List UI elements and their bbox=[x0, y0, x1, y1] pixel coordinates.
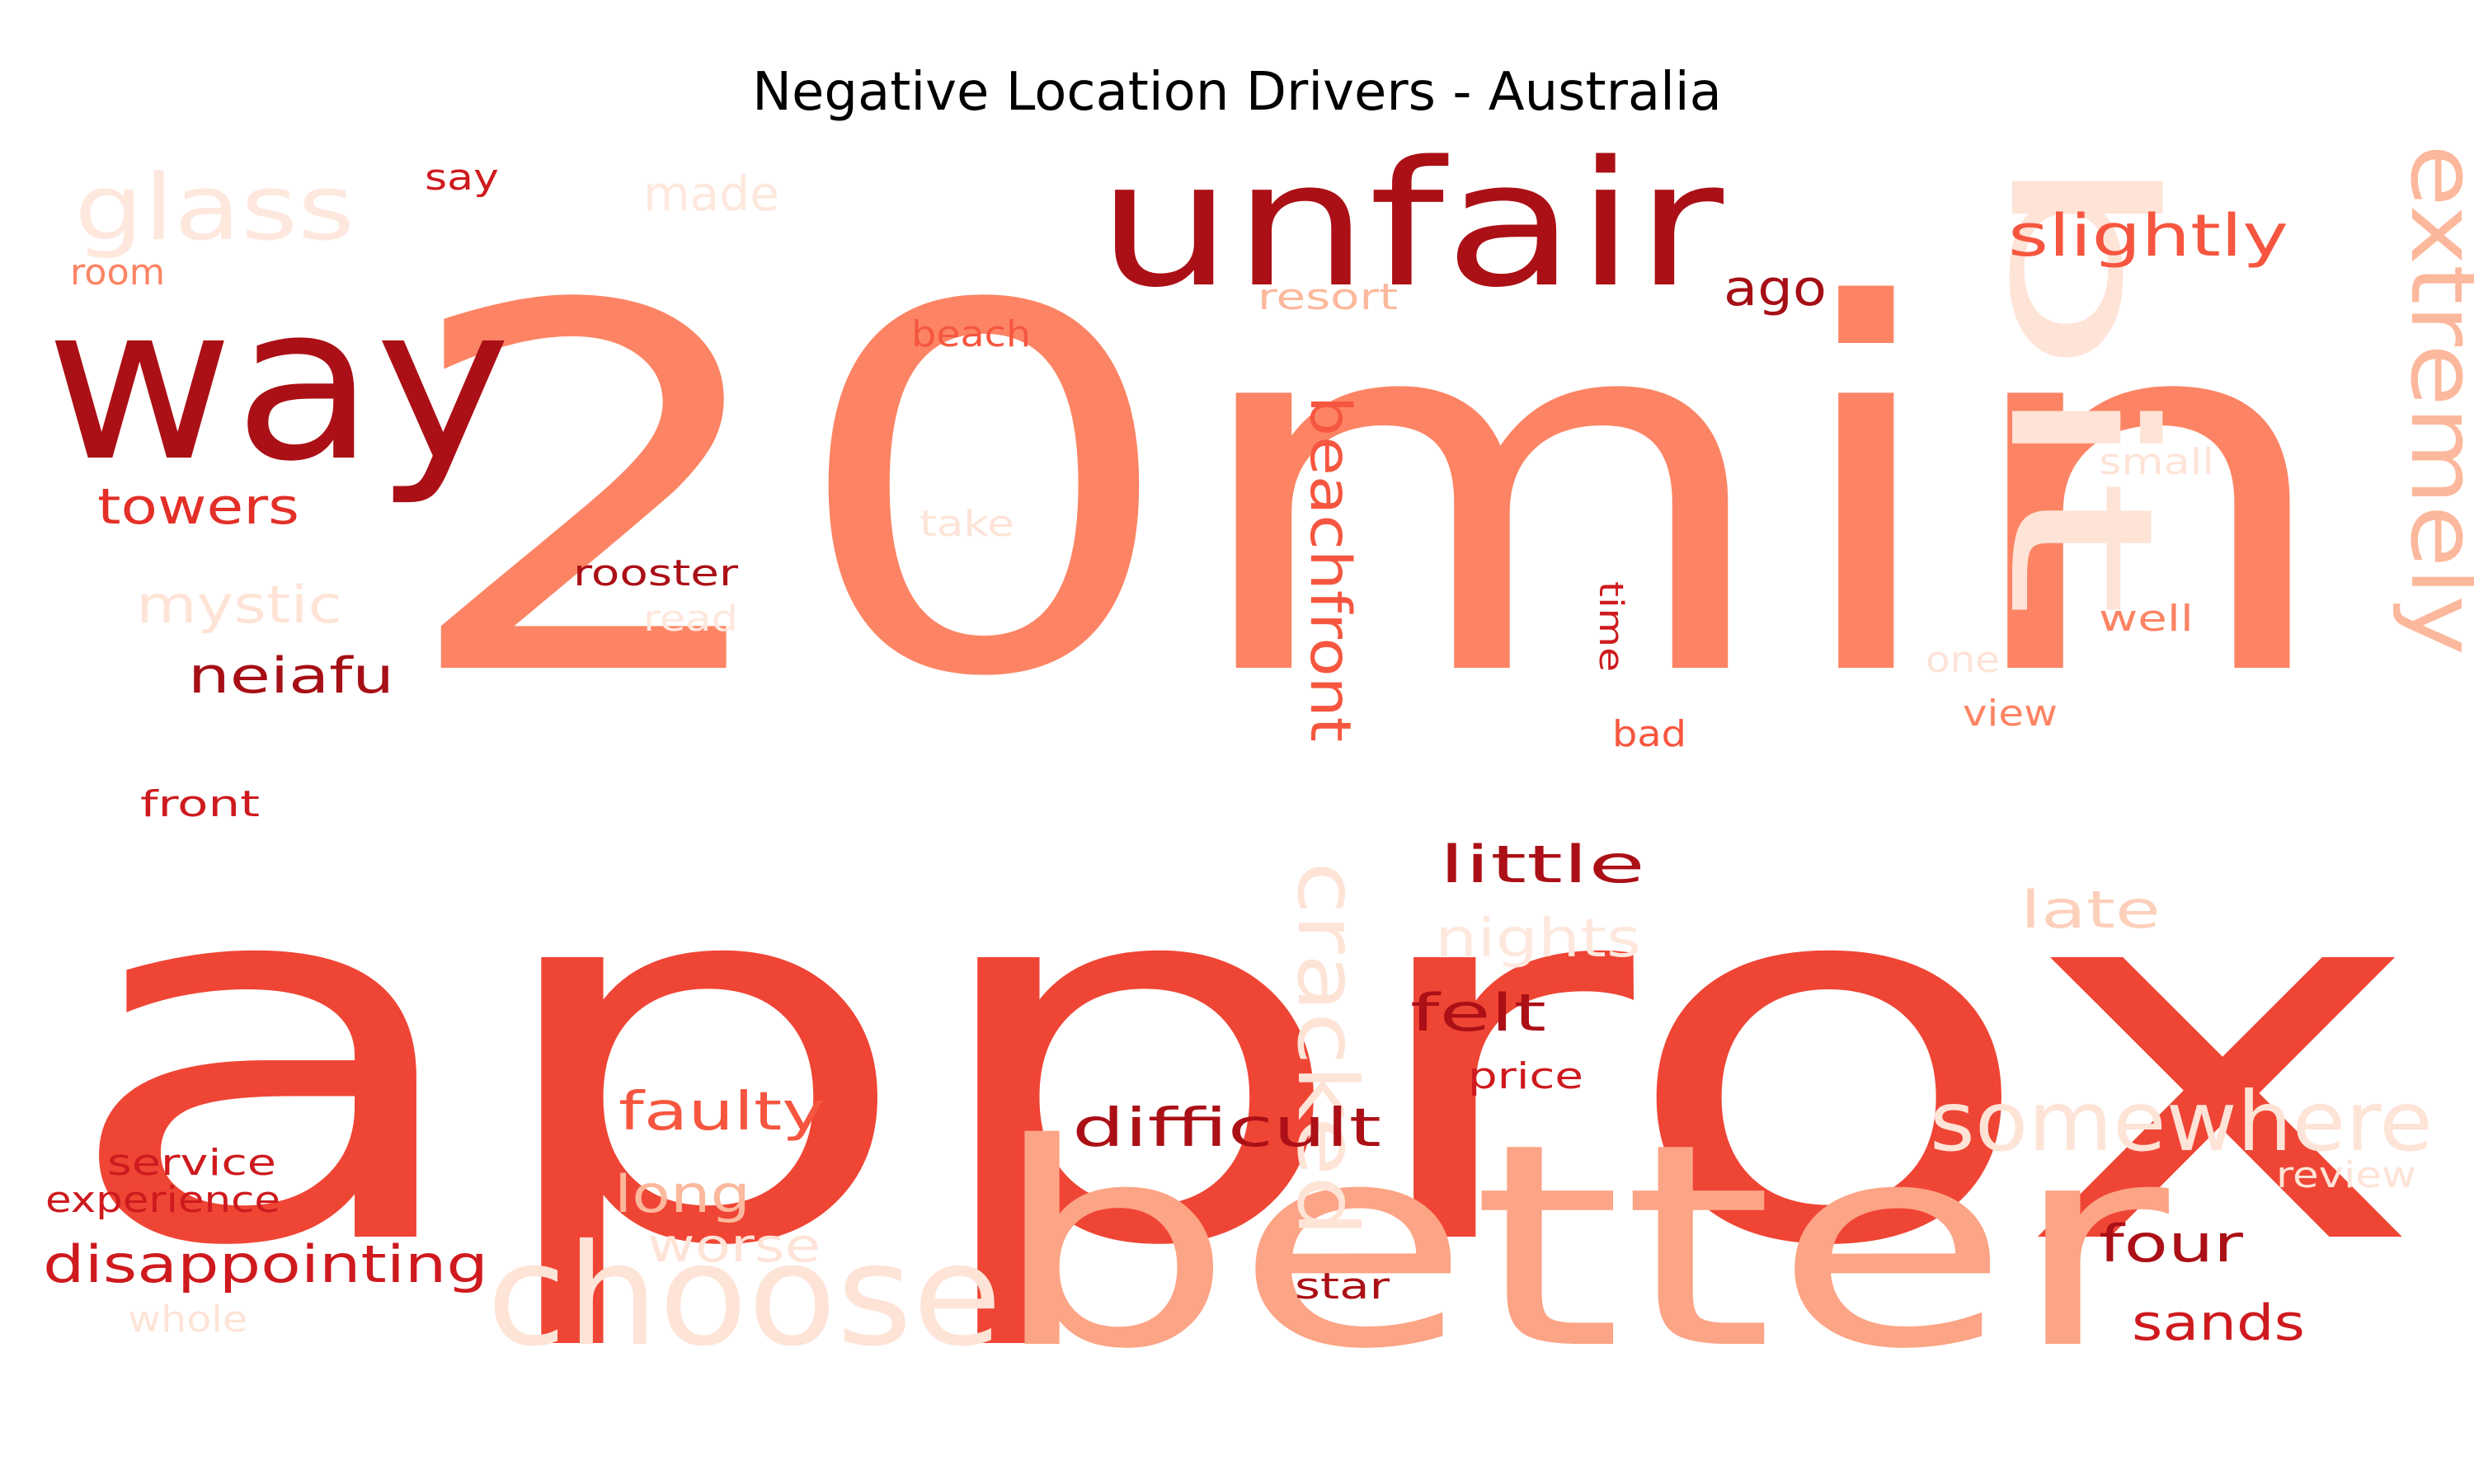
word-choose: choose bbox=[487, 1214, 1002, 1378]
word-one: one bbox=[1926, 639, 2000, 681]
word-20min: 20min bbox=[396, 201, 2342, 787]
word-four: four bbox=[2099, 1214, 2244, 1274]
word-little: little bbox=[1439, 834, 1645, 895]
word-faulty: faulty bbox=[618, 1082, 825, 1143]
word-view: view bbox=[1963, 693, 2058, 735]
word-bad: bad bbox=[1612, 713, 1686, 755]
word-sands: sands bbox=[2132, 1294, 2305, 1352]
word-neiafu: neiafu bbox=[188, 647, 394, 705]
word-front: front bbox=[140, 783, 260, 825]
word-service: service bbox=[107, 1142, 276, 1184]
word-disappointing: disappointing bbox=[43, 1234, 488, 1294]
word-slightly: slightly bbox=[2008, 202, 2288, 270]
word-difficult: difficult bbox=[1072, 1098, 1381, 1159]
word-made: made bbox=[643, 166, 779, 222]
word-somewhere: somewhere bbox=[1930, 1073, 2433, 1170]
word-time: time bbox=[1592, 581, 1630, 672]
word-rooster: rooster bbox=[573, 552, 739, 594]
word-approx: approx bbox=[58, 763, 2425, 1358]
word-experience: experience bbox=[45, 1179, 280, 1221]
word-review: review bbox=[2276, 1154, 2416, 1196]
word-felt: felt bbox=[1410, 983, 1546, 1043]
word-unfair: unfair bbox=[1097, 124, 1724, 326]
word-beach: beach bbox=[911, 313, 1031, 355]
word-way: way bbox=[45, 260, 511, 509]
word-towers: towers bbox=[97, 478, 299, 536]
word-late: late bbox=[2020, 880, 2161, 940]
word-well: well bbox=[2099, 598, 2194, 640]
word-small: small bbox=[2099, 441, 2214, 483]
word-ago: ago bbox=[1724, 260, 1827, 317]
word-better: better bbox=[990, 1084, 2173, 1411]
word-read: read bbox=[643, 598, 738, 640]
word-whole: whole bbox=[128, 1298, 247, 1341]
word-star: star bbox=[1295, 1266, 1390, 1308]
chart-title: Negative Location Drivers - Australia bbox=[752, 62, 1722, 123]
word-glass: glass bbox=[74, 155, 355, 261]
word-price: price bbox=[1468, 1055, 1583, 1097]
word-mystic: mystic bbox=[136, 575, 342, 635]
word-say: say bbox=[425, 157, 499, 199]
word-beachfront: beachfront bbox=[1297, 396, 1362, 742]
word-bit: bit bbox=[1965, 148, 2196, 618]
word-resort: resort bbox=[1258, 276, 1398, 318]
word-room: room bbox=[70, 251, 165, 294]
word-long: long bbox=[614, 1164, 750, 1224]
word-worse: worse bbox=[647, 1219, 821, 1273]
word-extremely: extremely bbox=[2391, 144, 2474, 655]
word-take: take bbox=[920, 503, 1014, 545]
word-cracked: cracked bbox=[1279, 862, 1376, 1237]
word-nights: nights bbox=[1435, 909, 1641, 970]
